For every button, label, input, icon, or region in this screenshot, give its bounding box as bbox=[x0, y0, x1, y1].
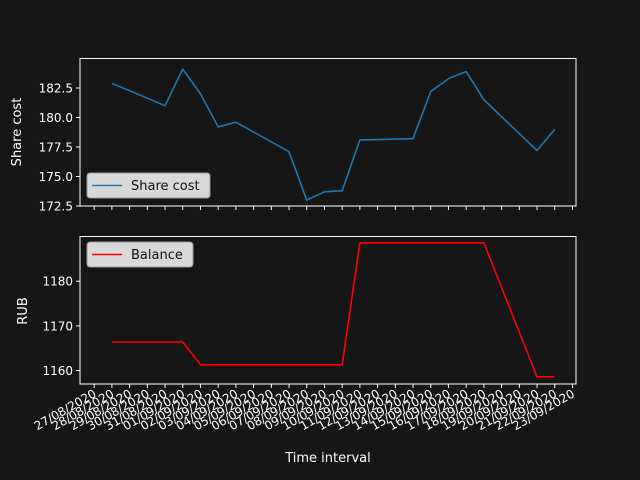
balance-x-ticks: 27/08/202028/08/202029/08/202030/08/2020… bbox=[32, 384, 577, 433]
share-cost-panel: 172.5 175.0 177.5 180.0 182.5 Share cost Sha… bbox=[10, 58, 577, 214]
x-axis-label: Time interval bbox=[284, 451, 371, 466]
share-cost-y-tick-label: 180.0 bbox=[39, 111, 73, 125]
share-cost-y-tick-label: 182.5 bbox=[39, 82, 73, 96]
balance-series-line bbox=[111, 242, 555, 378]
balance-panel: 1160 1170 1180 27/08/202028/08/202029/08/2… bbox=[16, 236, 577, 433]
balance-y-axis-label: RUB bbox=[16, 297, 31, 324]
share-cost-y-tick-label: 177.5 bbox=[39, 141, 73, 155]
balance-legend: Balance bbox=[86, 241, 194, 268]
balance-legend-label: Balance bbox=[131, 248, 183, 263]
balance-legend-box bbox=[86, 241, 194, 268]
balance-y-tick-label: 1180 bbox=[42, 275, 73, 289]
share-cost-axes-frame bbox=[79, 58, 577, 207]
share-cost-x-ticks bbox=[93, 206, 573, 210]
share-cost-lines bbox=[111, 68, 556, 201]
share-cost-legend-label: Share cost bbox=[131, 179, 200, 194]
share-cost-y-tick-label: 172.5 bbox=[39, 200, 73, 214]
share-cost-y-ticks: 172.5 175.0 177.5 180.0 182.5 bbox=[39, 82, 80, 214]
balance-y-ticks: 1160 1170 1180 bbox=[42, 275, 80, 378]
share-cost-legend: Share cost bbox=[86, 172, 211, 199]
share-cost-y-axis-label: Share cost bbox=[10, 98, 25, 167]
balance-y-tick-label: 1160 bbox=[42, 364, 73, 378]
share-cost-y-tick-label: 175.0 bbox=[39, 170, 73, 184]
share-cost-series-line bbox=[111, 68, 556, 201]
balance-axes-frame bbox=[79, 236, 577, 385]
balance-y-tick-label: 1170 bbox=[42, 319, 73, 333]
balance-lines bbox=[111, 242, 555, 378]
share-cost-legend-box bbox=[86, 172, 211, 199]
